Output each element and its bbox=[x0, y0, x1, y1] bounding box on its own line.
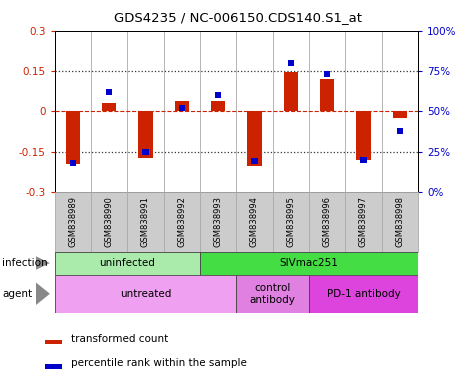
Text: GSM838991: GSM838991 bbox=[141, 196, 150, 247]
Text: SIVmac251: SIVmac251 bbox=[280, 258, 338, 268]
Bar bbox=[360, 157, 367, 163]
Text: GSM838994: GSM838994 bbox=[250, 196, 259, 247]
Bar bbox=[287, 60, 294, 66]
Bar bbox=[102, 103, 116, 111]
Bar bbox=[55, 275, 237, 313]
Bar bbox=[237, 192, 273, 252]
Bar bbox=[127, 192, 163, 252]
Bar bbox=[284, 71, 298, 111]
Bar bbox=[179, 105, 185, 111]
Bar bbox=[320, 79, 334, 111]
Bar bbox=[91, 192, 127, 252]
Bar bbox=[200, 192, 237, 252]
Bar bbox=[211, 101, 226, 111]
Text: GSM838989: GSM838989 bbox=[68, 196, 77, 247]
Text: GSM838993: GSM838993 bbox=[214, 196, 223, 247]
Bar bbox=[345, 192, 381, 252]
Bar bbox=[247, 111, 262, 167]
Text: GSM838997: GSM838997 bbox=[359, 196, 368, 247]
Text: GSM838998: GSM838998 bbox=[395, 196, 404, 247]
Bar bbox=[397, 128, 403, 134]
Bar bbox=[237, 275, 309, 313]
Polygon shape bbox=[36, 256, 50, 270]
Bar bbox=[138, 111, 153, 159]
Text: PD-1 antibody: PD-1 antibody bbox=[327, 289, 400, 299]
Bar bbox=[45, 340, 62, 344]
Bar bbox=[200, 252, 418, 275]
Bar bbox=[273, 192, 309, 252]
Bar bbox=[66, 111, 80, 164]
Text: transformed count: transformed count bbox=[71, 334, 169, 344]
Bar bbox=[174, 101, 189, 111]
Bar bbox=[309, 192, 345, 252]
Bar bbox=[215, 92, 221, 98]
Bar bbox=[142, 149, 149, 155]
Bar bbox=[392, 111, 407, 118]
Text: infection: infection bbox=[2, 258, 48, 268]
Text: GSM838990: GSM838990 bbox=[104, 196, 114, 247]
Bar bbox=[69, 160, 76, 166]
Bar bbox=[356, 111, 371, 160]
Text: untreated: untreated bbox=[120, 289, 171, 299]
Text: control
antibody: control antibody bbox=[250, 283, 295, 305]
Bar bbox=[381, 192, 418, 252]
Text: GSM838995: GSM838995 bbox=[286, 196, 295, 247]
Bar bbox=[309, 275, 418, 313]
Bar bbox=[163, 192, 200, 252]
Text: agent: agent bbox=[2, 289, 32, 299]
Text: GSM838996: GSM838996 bbox=[323, 196, 332, 247]
Polygon shape bbox=[36, 282, 50, 305]
Bar bbox=[45, 364, 62, 369]
Bar bbox=[251, 159, 258, 164]
Bar bbox=[55, 252, 200, 275]
Bar bbox=[55, 192, 91, 252]
Text: GDS4235 / NC-006150.CDS140.S1_at: GDS4235 / NC-006150.CDS140.S1_at bbox=[114, 12, 361, 25]
Text: GSM838992: GSM838992 bbox=[177, 196, 186, 247]
Text: percentile rank within the sample: percentile rank within the sample bbox=[71, 358, 247, 368]
Bar bbox=[324, 71, 331, 77]
Bar bbox=[106, 89, 113, 95]
Text: uninfected: uninfected bbox=[99, 258, 155, 268]
